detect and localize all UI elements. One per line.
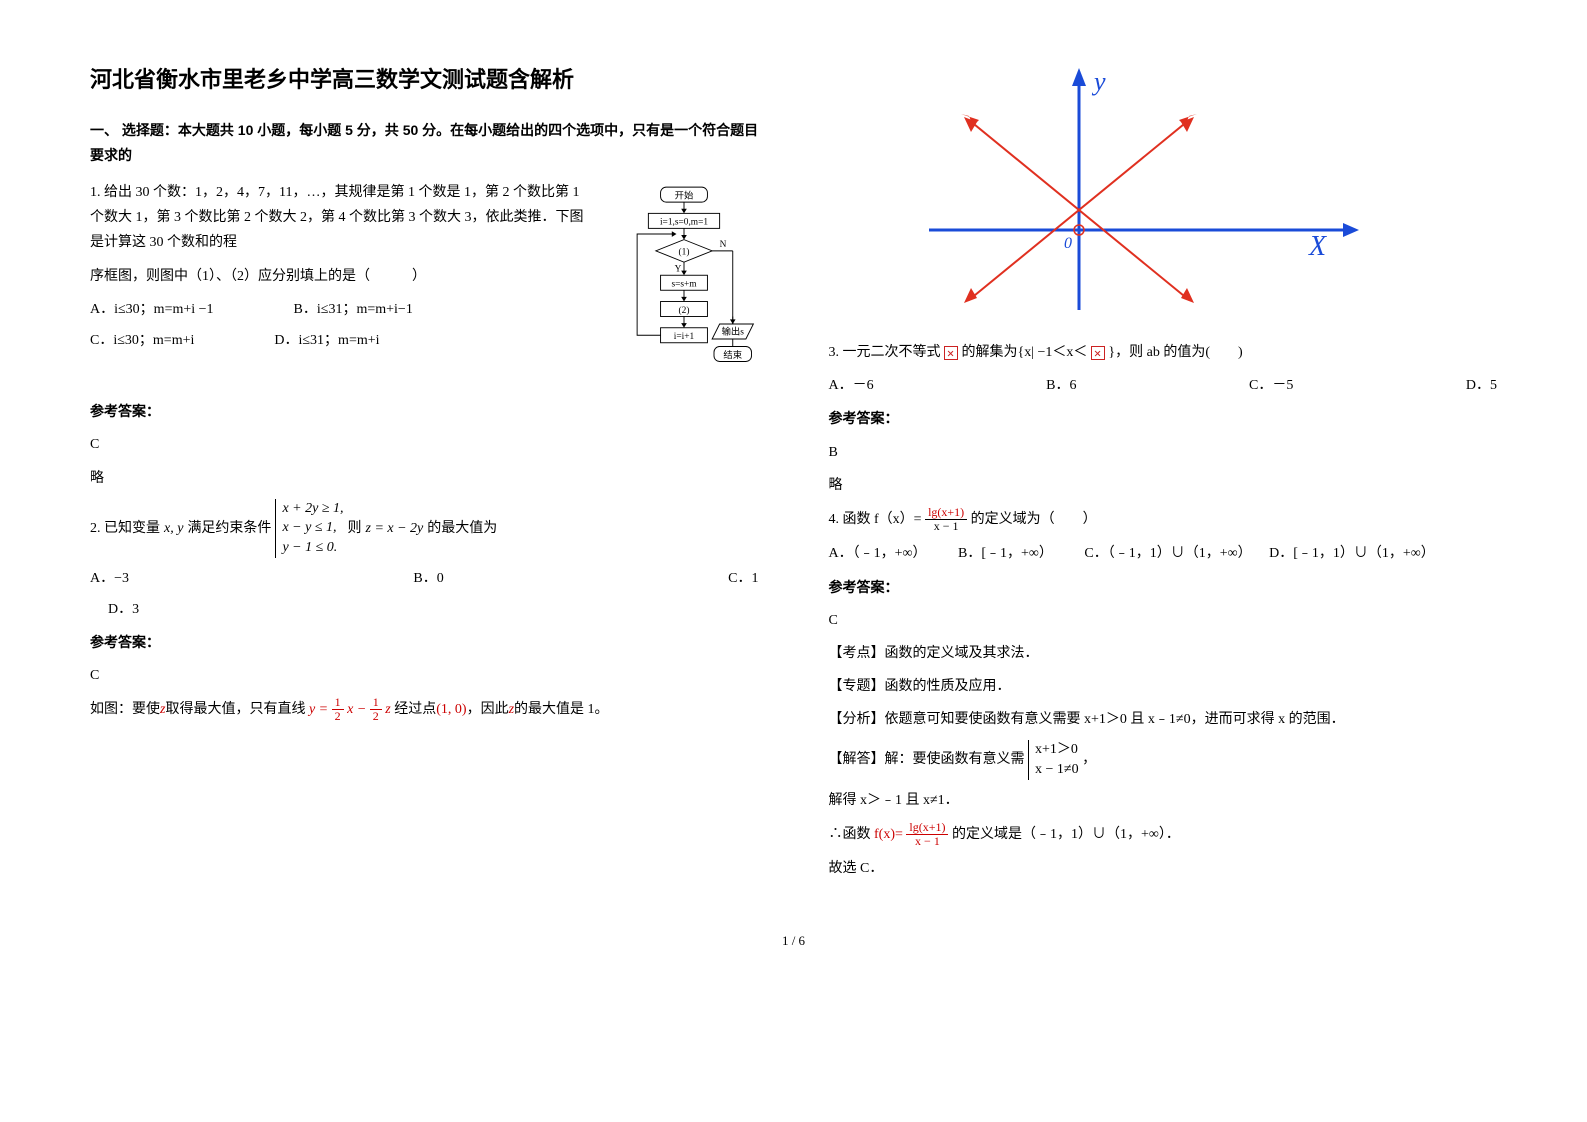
q2-opt-d: D．3 (108, 597, 139, 622)
q4-opt-c: C．（﹣1，1）∪（1，+∞） (1084, 546, 1251, 561)
q3-explain: 略 (829, 473, 1498, 498)
q1-opt-b: B．i≤31；m=m+i−1 (294, 297, 413, 322)
q4-opt-b: B．[﹣1，+∞） (958, 546, 1053, 561)
q4-answer-label: 参考答案： (829, 575, 1498, 600)
flow-two: (2) (678, 305, 689, 316)
flow-inc: i=i+1 (673, 332, 694, 342)
flow-y: Y (674, 264, 681, 274)
q2-xy: x, y (164, 516, 183, 541)
q2-constraints: x + 2y ≥ 1, x − y ≤ 1, y − 1 ≤ 0. (275, 499, 343, 558)
q4-opt-a: A．（﹣1，+∞） (829, 546, 927, 561)
q4-line2: 解得 x＞﹣1 且 x≠1． (829, 788, 1498, 813)
missing-box-icon (944, 346, 958, 360)
flow-end: 结束 (723, 349, 742, 361)
q2-c1: x + 2y ≥ 1, (282, 499, 343, 519)
q4-solve: 【解答】解：要使函数有意义需 x+1＞0 x − 1≠0 ， (829, 740, 1498, 779)
q1-opt-c: C．i≤30；m=m+i (90, 328, 194, 353)
q4-line3: ∴函数 f(x)= lg(x+1)x − 1 的定义域是（﹣1，1）∪（1，+∞… (829, 821, 1498, 848)
q4-stem: 4. 函数 f（x）= lg(x+1) x − 1 的定义域为（ ） (829, 506, 1498, 533)
page-title: 河北省衡水市里老乡中学高三数学文测试题含解析 (90, 60, 759, 100)
q3-opt-c: C．－5 (1249, 373, 1293, 398)
q1-answer-label: 参考答案： (90, 399, 759, 424)
q3-answer: B (829, 440, 1498, 465)
svg-text:0: 0 (1064, 235, 1072, 252)
page-footer: 1 / 6 (90, 929, 1497, 952)
q4-point: 【考点】函数的定义域及其求法． (829, 641, 1498, 666)
q4-fraction: lg(x+1) x − 1 (925, 506, 967, 533)
flow-s: s=s+m (671, 279, 697, 289)
q1-explain: 略 (90, 466, 759, 491)
q2-stem-a: 2. 已知变量 (90, 516, 160, 541)
q1-opt-a: A．i≤30；m=m+i −1 (90, 297, 214, 322)
q3-opt-b: B．6 (1046, 373, 1076, 398)
q3-opt-a: A．－6 (829, 373, 874, 398)
q4-opt-d: D．[﹣1，1）∪（1，+∞） (1269, 546, 1435, 561)
flow-start: 开始 (674, 189, 693, 201)
q2-stem-c: 则 (348, 516, 362, 541)
q2-answer: C (90, 663, 759, 688)
flow-cond: (1) (678, 247, 689, 258)
q2-opt-b: B．0 (413, 566, 443, 591)
q4-options: A．（﹣1，+∞） B．[﹣1，+∞） C．（﹣1，1）∪（1，+∞） D．[﹣… (829, 541, 1498, 566)
q2-answer-label: 参考答案： (90, 630, 759, 655)
flow-init: i=1,s=0,m=1 (659, 218, 707, 228)
q4-conds: x+1＞0 x − 1≠0 (1028, 740, 1079, 779)
q4-topic: 【专题】函数的性质及应用． (829, 674, 1498, 699)
q2-c2: x − y ≤ 1, (282, 518, 343, 538)
q4-line4: 故选 C． (829, 856, 1498, 881)
flowchart-diagram: 开始 i=1,s=0,m=1 (1) N (609, 184, 759, 383)
q4-analysis: 【分析】依题意可知要使函数有意义需要 x+1＞0 且 x﹣1≠0，进而可求得 x… (829, 707, 1498, 732)
q1-answer: C (90, 432, 759, 457)
q2-c3: y − 1 ≤ 0. (282, 538, 343, 558)
q2-opt-a: A．−3 (90, 566, 129, 591)
q1-opt-d: D．i≤31；m=m+i (274, 328, 379, 353)
flow-n: N (719, 240, 726, 250)
q3-answer-label: 参考答案： (829, 406, 1498, 431)
question-1: 开始 i=1,s=0,m=1 (1) N (90, 180, 759, 391)
q2-opt-c: C．1 (728, 566, 758, 591)
q3-opt-d: D．5 (1466, 373, 1497, 398)
missing-box-icon (1091, 346, 1105, 360)
q2-stem-b: 满足约束条件 (187, 516, 271, 541)
flow-out: 输出s (721, 325, 744, 337)
xy-graph: 0 X y (869, 60, 1389, 320)
q4-answer: C (829, 608, 1498, 633)
y-label: y (1091, 67, 1106, 96)
x-label: X (1308, 231, 1327, 262)
question-2: 2. 已知变量 x, y 满足约束条件 x + 2y ≥ 1, x − y ≤ … (90, 499, 759, 622)
q3-stem: 3. 一元二次不等式 的解集为{x| −1＜x＜ }，则 ab 的值为( ) (829, 340, 1498, 365)
q2-stem-d: 的最大值为 (427, 516, 497, 541)
q2-solution: 如图：要使z取得最大值，只有直线 y = 12 x − 12 z 经过点(1, … (90, 696, 759, 723)
part1-heading: 一、 选择题：本大题共 10 小题，每小题 5 分，共 50 分。在每小题给出的… (90, 118, 759, 168)
q2-z: z = x − 2y (366, 516, 424, 541)
